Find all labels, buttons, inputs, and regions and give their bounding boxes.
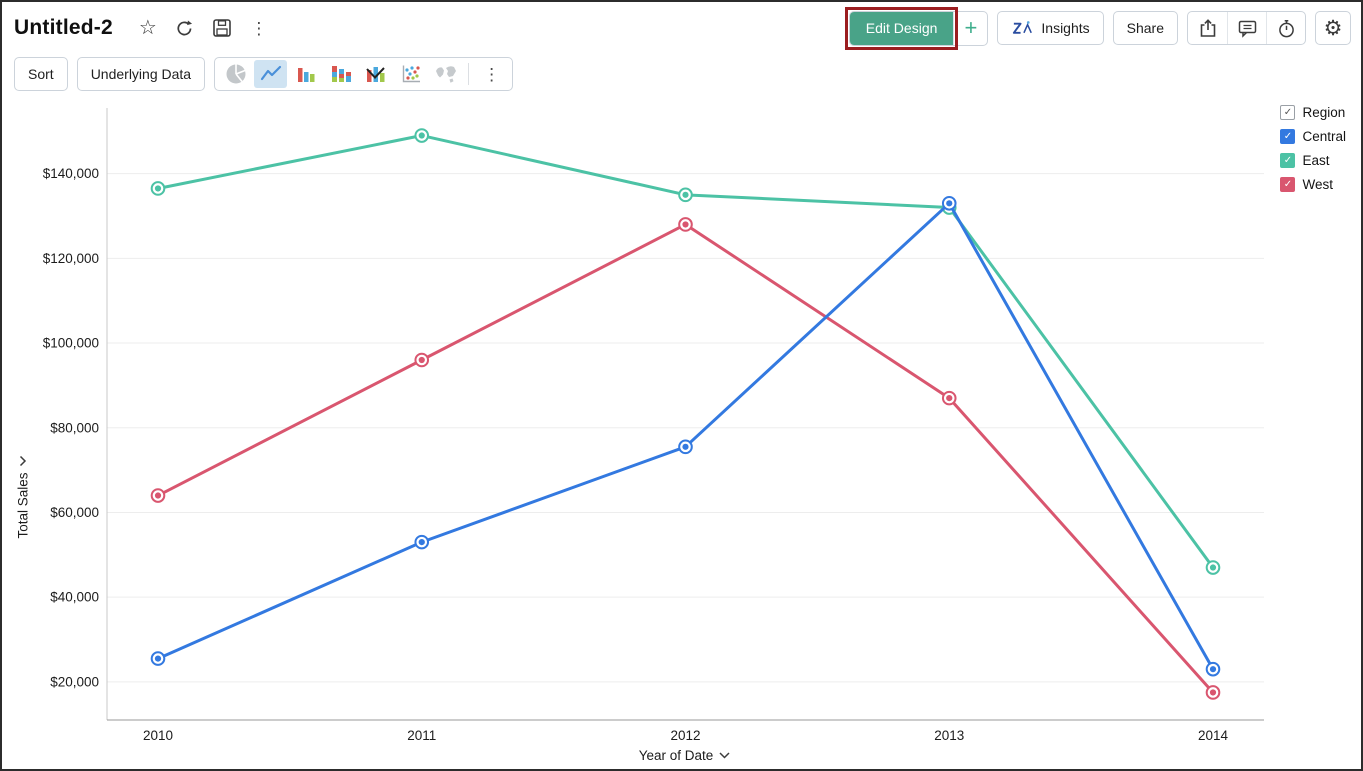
y-tick-label: $60,000: [50, 505, 99, 520]
legend-item-central[interactable]: ✓ Central: [1280, 129, 1346, 144]
chevron-down-icon: [19, 455, 27, 467]
more-chart-options-icon[interactable]: ⋮: [483, 64, 501, 84]
series-line-west: [156, 222, 1215, 694]
y-tick-label: $140,000: [43, 166, 99, 181]
comment-icon[interactable]: [1227, 12, 1266, 44]
chart-type-switcher: ⋮: [214, 57, 514, 91]
legend-item-east[interactable]: ✓ East: [1280, 153, 1346, 168]
legend-item-label: West: [1302, 177, 1333, 192]
series-line-central: [156, 201, 1215, 671]
add-button[interactable]: +: [953, 11, 987, 45]
chart-toolbar: Sort Underlying Data: [14, 57, 514, 91]
data-point-east: [1209, 564, 1217, 571]
y-tick-label: $20,000: [50, 674, 99, 689]
export-icon[interactable]: [1188, 12, 1227, 44]
data-point-east: [418, 132, 425, 139]
settings-button[interactable]: ⚙: [1315, 11, 1351, 45]
legend-group-region[interactable]: ✓ Region: [1280, 105, 1346, 120]
data-point-west: [682, 221, 689, 228]
utility-button-strip: [1187, 11, 1306, 45]
y-axis-title[interactable]: Total Sales: [16, 455, 31, 539]
stacked-bar-chart-icon[interactable]: [324, 60, 357, 88]
x-tick-label: 2014: [1198, 728, 1229, 743]
underlying-data-button[interactable]: Underlying Data: [76, 57, 206, 91]
line-chart-icon[interactable]: [254, 60, 288, 88]
data-point-central: [418, 539, 425, 546]
edit-design-button[interactable]: Edit Design: [844, 6, 959, 50]
data-point-east: [682, 191, 689, 198]
legend-item-label: East: [1302, 153, 1330, 168]
data-point-west: [154, 492, 162, 499]
red-highlight-annotation: [844, 6, 959, 50]
y-tick-label: $40,000: [50, 590, 99, 605]
x-tick-label: 2013: [934, 728, 964, 743]
chart-area: $20,000 $40,000 $60,000 $80,000 $100,000 $120…: [2, 97, 1361, 771]
star-icon[interactable]: ☆: [138, 17, 157, 39]
legend-item-label: Central: [1302, 129, 1346, 144]
chevron-down-icon: [719, 752, 730, 759]
x-tick-label: 2010: [143, 728, 173, 743]
share-button[interactable]: Share: [1112, 11, 1178, 45]
y-tick-label: $120,000: [43, 251, 99, 266]
top-bar: Untitled-2 ☆ ⋮ Edit Design: [14, 6, 1351, 50]
save-icon[interactable]: [211, 17, 233, 39]
bar-chart-icon[interactable]: [289, 60, 322, 88]
y-tick-label: $80,000: [50, 420, 99, 435]
bar-line-chart-icon[interactable]: [359, 60, 392, 88]
refresh-icon[interactable]: [174, 17, 196, 39]
title-actions: ☆ ⋮: [137, 17, 270, 39]
more-options-icon[interactable]: ⋮: [250, 18, 268, 38]
data-point-west: [946, 395, 953, 402]
map-chart-icon: [429, 60, 462, 88]
region-checkbox[interactable]: ✓: [1280, 105, 1296, 120]
top-actions: Edit Design + Insights Share: [844, 6, 1351, 50]
edit-design-group: Edit Design +: [844, 6, 989, 50]
legend-item-west[interactable]: ✓ West: [1280, 177, 1346, 192]
alarm-icon[interactable]: [1266, 12, 1305, 44]
west-checkbox[interactable]: ✓: [1280, 177, 1296, 192]
east-checkbox[interactable]: ✓: [1280, 153, 1296, 168]
data-point-west: [1209, 689, 1217, 696]
x-axis-title[interactable]: Year of Date: [105, 748, 1264, 763]
central-checkbox[interactable]: ✓: [1280, 129, 1296, 144]
x-tick-label: 2011: [407, 728, 436, 743]
data-point-central: [946, 200, 953, 207]
chart-legend: ✓ Region ✓ Central ✓ East ✓ West: [1280, 105, 1346, 192]
data-point-central: [1209, 666, 1217, 673]
x-tick-label: 2012: [670, 728, 700, 743]
scatter-chart-icon[interactable]: [394, 60, 427, 88]
settings-gear-icon: ⚙: [1323, 16, 1343, 40]
data-point-central: [154, 655, 162, 662]
data-point-central: [682, 443, 689, 450]
toolbar-separator: [468, 63, 470, 85]
insights-button[interactable]: Insights: [997, 11, 1104, 45]
line-chart-canvas[interactable]: $20,000 $40,000 $60,000 $80,000 $100,000 $120…: [2, 97, 1302, 771]
page-title: Untitled-2: [14, 16, 113, 39]
zia-icon: [1013, 21, 1033, 34]
legend-group-label: Region: [1302, 105, 1346, 120]
y-tick-label: $100,000: [43, 336, 99, 351]
pie-chart-icon: [219, 60, 252, 88]
data-point-west: [418, 356, 425, 364]
sort-button[interactable]: Sort: [14, 57, 68, 91]
data-point-east: [154, 185, 162, 192]
